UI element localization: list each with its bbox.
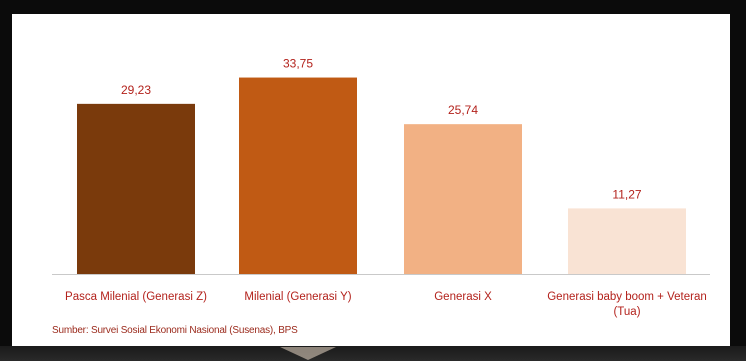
decorative-arrow — [280, 347, 336, 360]
bar-4 — [568, 208, 686, 274]
category-label-2: Milenial (Generasi Y) — [244, 291, 351, 303]
value-labels-group: 29,23 33,75 25,74 11,27 — [121, 57, 642, 202]
bar-1 — [77, 103, 195, 274]
bar-3 — [404, 124, 522, 274]
value-label-2: 33,75 — [283, 57, 313, 71]
category-label-4: Generasi baby boom + Veteran — [547, 291, 707, 303]
category-label-3: Generasi X — [434, 291, 492, 303]
bottom-strip — [0, 346, 746, 361]
value-label-4: 11,27 — [612, 187, 641, 201]
value-label-3: 25,74 — [448, 103, 478, 117]
bar-2 — [239, 77, 357, 275]
value-label-1: 29,23 — [121, 83, 151, 97]
source-note: Sumber: Survei Sosial Ekonomi Nasional (… — [52, 325, 298, 336]
category-labels-group: Pasca Milenial (Generasi Z) Milenial (Gen… — [65, 291, 707, 318]
category-label-1: Pasca Milenial (Generasi Z) — [65, 291, 207, 303]
category-label-4-line-2: (Tua) — [613, 306, 640, 318]
bars-group — [77, 77, 686, 275]
